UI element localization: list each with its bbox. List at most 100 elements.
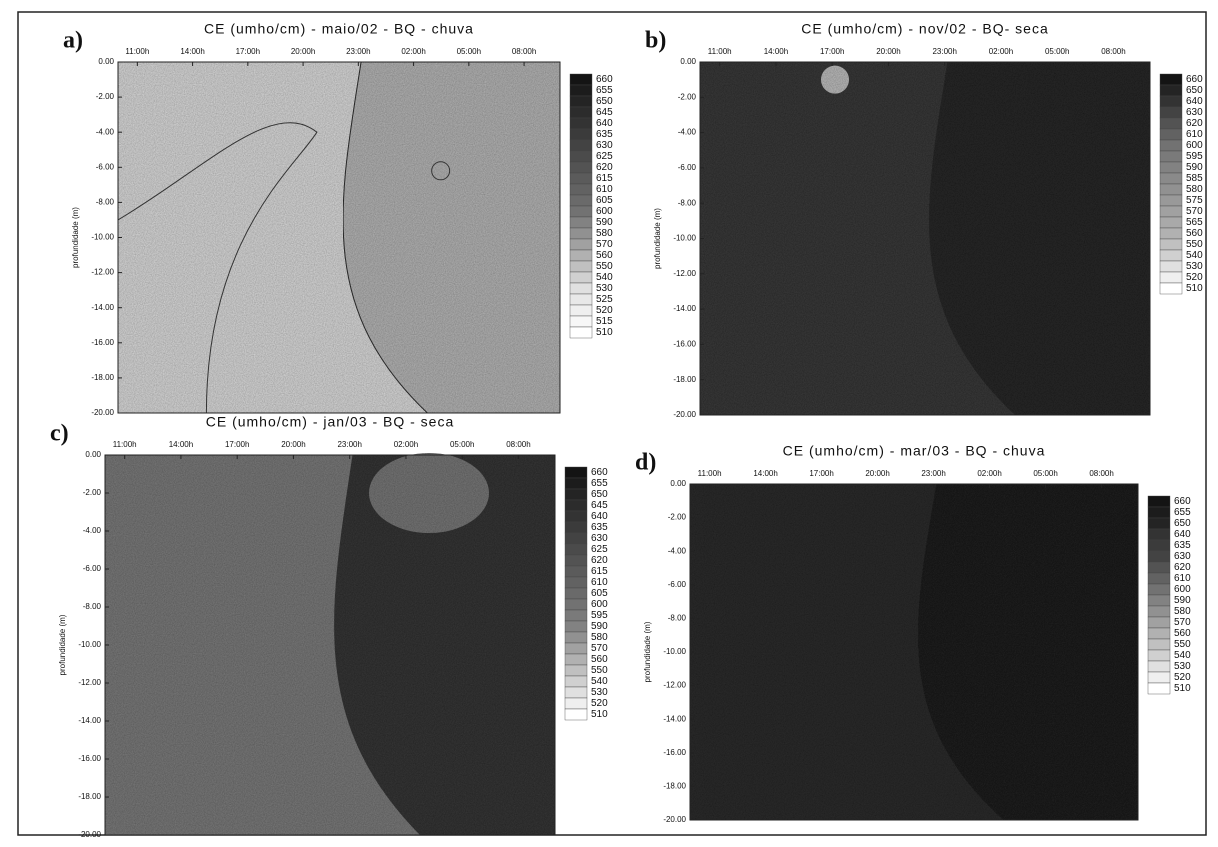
y-tick-label: -8.00	[83, 602, 102, 611]
x-tick-label: 05:00h	[1033, 469, 1057, 478]
x-tick-label: 14:00h	[753, 469, 777, 478]
colorbar-cell	[569, 293, 593, 306]
colorbar-cell	[569, 216, 593, 229]
colorbar-cell	[569, 139, 593, 152]
colorbar-label: 640	[1186, 96, 1203, 107]
colorbar-cell	[564, 532, 588, 545]
colorbar-cell	[564, 708, 588, 721]
colorbar-cell	[1147, 616, 1171, 629]
colorbar-label: 645	[591, 500, 608, 511]
y-tick-label: -4.00	[96, 127, 115, 136]
colorbar-label: 640	[596, 118, 613, 129]
colorbar-cell	[1147, 649, 1171, 662]
colorbar-cell	[564, 697, 588, 710]
colorbar-label: 610	[1174, 573, 1191, 584]
colorbar-cell	[569, 238, 593, 251]
field-region	[342, 61, 561, 414]
colorbar-cell	[569, 271, 593, 284]
colorbar-cell	[569, 183, 593, 196]
panel-label: b)	[645, 28, 666, 54]
colorbar-label: 595	[1186, 151, 1203, 162]
colorbar-label: 570	[1186, 206, 1203, 217]
y-tick-label: -2.00	[83, 488, 102, 497]
x-tick-label: 11:00h	[698, 469, 722, 478]
colorbar-cell	[1159, 172, 1183, 185]
colorbar-label: 540	[596, 272, 613, 283]
colorbar-cell	[1147, 572, 1171, 585]
colorbar-label: 645	[596, 107, 613, 118]
colorbar-cell	[564, 631, 588, 644]
colorbar-cell	[569, 326, 593, 339]
colorbar-cell	[1147, 495, 1171, 508]
x-tick-label: 20:00h	[876, 47, 900, 56]
panel-label: a)	[63, 28, 83, 54]
colorbar-cell	[1147, 605, 1171, 618]
colorbar-cell	[564, 686, 588, 699]
x-tick-label: 23:00h	[346, 47, 370, 56]
colorbar-cell	[1159, 161, 1183, 174]
colorbar-label: 590	[591, 621, 608, 632]
colorbar-label: 580	[591, 632, 608, 643]
colorbar-label: 540	[1186, 250, 1203, 261]
colorbar-label: 530	[591, 687, 608, 698]
colorbar-label: 625	[596, 151, 613, 162]
y-tick-label: -20.00	[91, 408, 114, 417]
colorbar-cell	[569, 106, 593, 119]
colorbar-label: 625	[591, 544, 608, 555]
colorbar-cell	[1147, 682, 1171, 695]
colorbar-cell	[1159, 271, 1183, 284]
colorbar-label: 620	[591, 555, 608, 566]
colorbar-label: 585	[1186, 173, 1203, 184]
y-tick-label: -4.00	[678, 128, 697, 137]
x-tick-label: 20:00h	[281, 440, 305, 449]
y-tick-label: -12.00	[673, 269, 696, 278]
colorbar-cell	[569, 194, 593, 207]
y-tick-label: -8.00	[668, 614, 687, 623]
colorbar-label: 600	[591, 599, 608, 610]
y-tick-label: 0.00	[680, 57, 696, 66]
x-tick-label: 08:00h	[512, 47, 536, 56]
colorbar-label: 620	[1186, 118, 1203, 129]
colorbar-label: 580	[1174, 606, 1191, 617]
y-tick-label: -8.00	[678, 198, 697, 207]
colorbar-cell	[1147, 583, 1171, 596]
contour-field	[700, 62, 1150, 415]
colorbar-label: 630	[596, 140, 613, 151]
colorbar-label: 615	[591, 566, 608, 577]
colorbar-cell	[569, 73, 593, 86]
panel-label: d)	[635, 450, 656, 476]
colorbar-label: 660	[1174, 496, 1191, 507]
colorbar-label: 570	[591, 643, 608, 654]
colorbar-label: 560	[1174, 628, 1191, 639]
x-tick-label: 17:00h	[225, 440, 249, 449]
x-tick-label: 23:00h	[337, 440, 361, 449]
x-tick-label: 14:00h	[169, 440, 193, 449]
colorbar-cell	[564, 664, 588, 677]
colorbar-cell	[1159, 117, 1183, 130]
colorbar-cell	[1159, 227, 1183, 240]
colorbar-label: 570	[596, 239, 613, 250]
x-tick-label: 14:00h	[764, 47, 788, 56]
x-tick-label: 20:00h	[865, 469, 889, 478]
colorbar-cell	[1147, 627, 1171, 640]
x-tick-label: 14:00h	[180, 47, 204, 56]
x-tick-label: 17:00h	[236, 47, 260, 56]
colorbar-label: 630	[591, 533, 608, 544]
colorbar-cell	[569, 315, 593, 328]
field-region	[918, 484, 1138, 820]
colorbar-label: 525	[596, 294, 613, 305]
colorbar-cell	[1159, 249, 1183, 262]
colorbar-cell	[569, 128, 593, 141]
x-tick-label: 05:00h	[1045, 47, 1069, 56]
colorbar-label: 605	[596, 195, 613, 206]
colorbar-label: 610	[591, 577, 608, 588]
colorbar-cell	[1159, 128, 1183, 141]
colorbar-cell	[1159, 106, 1183, 119]
y-tick-label: -6.00	[83, 564, 102, 573]
colorbar-cell	[564, 609, 588, 622]
frame	[17, 11, 1207, 836]
colorbar-cell	[1159, 238, 1183, 251]
colorbar-label: 650	[1174, 518, 1191, 529]
colorbar-label: 510	[1186, 283, 1203, 294]
y-tick-label: -10.00	[78, 640, 101, 649]
